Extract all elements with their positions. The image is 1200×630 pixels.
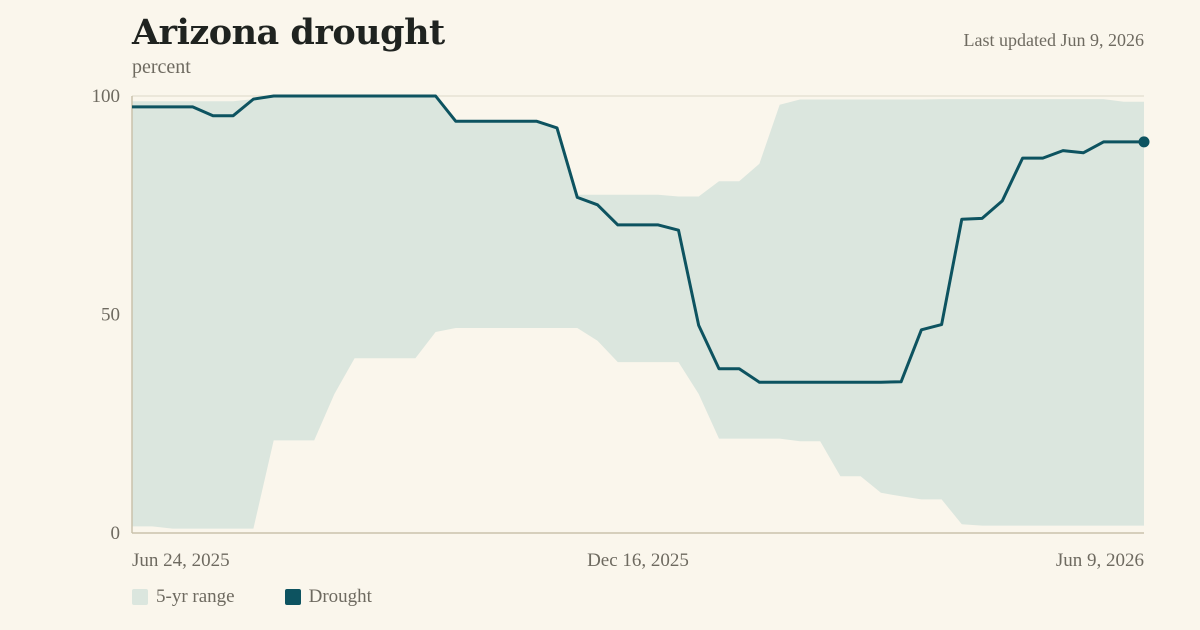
legend-item-drought: Drought <box>284 586 372 608</box>
chart-subtitle: percent <box>132 56 191 78</box>
range-band <box>132 96 1144 529</box>
x-tick-label-2: Jun 9, 2026 <box>1056 550 1144 571</box>
last-updated-label: Last updated Jun 9, 2026 <box>963 30 1144 50</box>
drought-line <box>132 94 1144 384</box>
legend-swatch-drought <box>284 589 301 605</box>
y-tick-label-0: 0 <box>111 523 121 544</box>
chart-title: Arizona drought <box>132 12 445 53</box>
y-tick-label-50: 50 <box>101 305 120 326</box>
x-tick-label-1: Dec 16, 2025 <box>587 550 689 571</box>
legend-label-drought: Drought <box>308 586 372 607</box>
legend-item-range: 5-yr range <box>132 586 235 608</box>
legend: 5-yr range Drought <box>132 586 372 608</box>
legend-label-range: 5-yr range <box>156 586 235 607</box>
x-tick-label-0: Jun 24, 2025 <box>132 550 230 571</box>
legend-swatch-range <box>132 589 148 605</box>
drought-end-point <box>1138 136 1150 148</box>
y-tick-label-100: 100 <box>92 86 121 107</box>
